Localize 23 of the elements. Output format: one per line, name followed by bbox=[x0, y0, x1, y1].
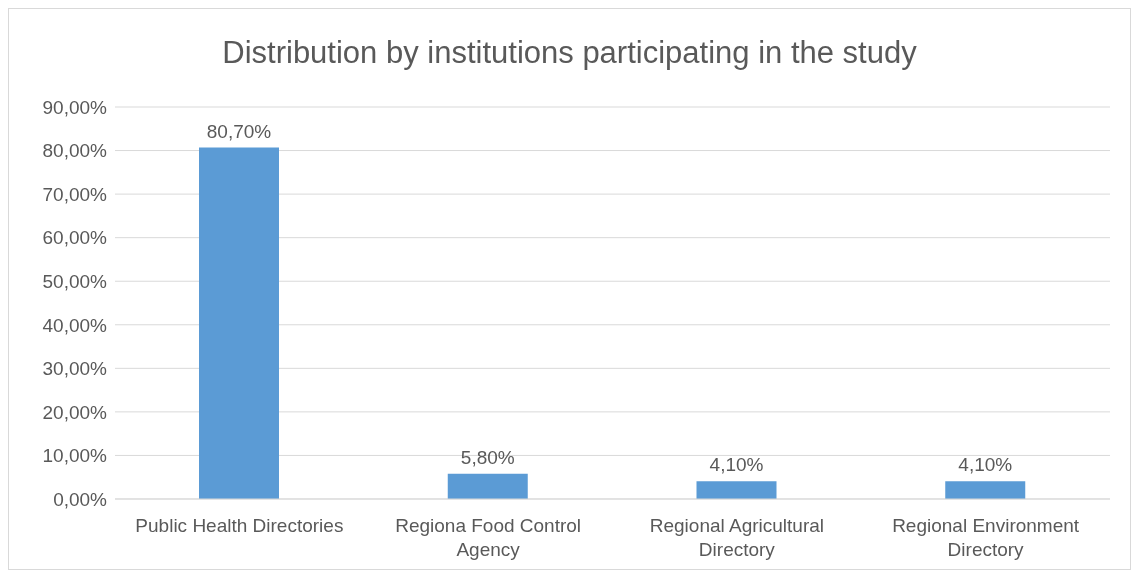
y-tick-label: 0,00% bbox=[53, 488, 108, 510]
y-tick-label: 30,00% bbox=[42, 358, 108, 380]
data-label: 4,10% bbox=[709, 454, 764, 476]
x-tick-label: Public Health Directories bbox=[135, 515, 344, 537]
data-label: 5,80% bbox=[460, 446, 515, 468]
x-tick-label: Regiona Food Control Agency bbox=[395, 515, 582, 560]
chart-title: Distribution by institutions participating in the study bbox=[221, 34, 918, 72]
bar bbox=[199, 147, 279, 499]
y-tick-label: 90,00% bbox=[42, 96, 108, 118]
y-tick-label: 80,00% bbox=[42, 140, 108, 162]
y-tick-label: 70,00% bbox=[42, 183, 108, 205]
y-tick-label: 20,00% bbox=[42, 401, 108, 423]
x-tick-label: Regional Agricultural Directory bbox=[649, 515, 825, 560]
data-label: 80,70% bbox=[206, 120, 272, 142]
x-tick-label: Regional Environment Directory bbox=[892, 515, 1080, 560]
bar bbox=[696, 481, 777, 499]
y-tick-label: 60,00% bbox=[42, 227, 108, 249]
y-tick-label: 10,00% bbox=[42, 445, 108, 467]
data-label: 4,10% bbox=[958, 454, 1013, 476]
bar bbox=[447, 473, 528, 499]
bar bbox=[945, 481, 1026, 499]
y-tick-label: 50,00% bbox=[42, 270, 108, 292]
y-tick-label: 40,00% bbox=[42, 314, 108, 336]
